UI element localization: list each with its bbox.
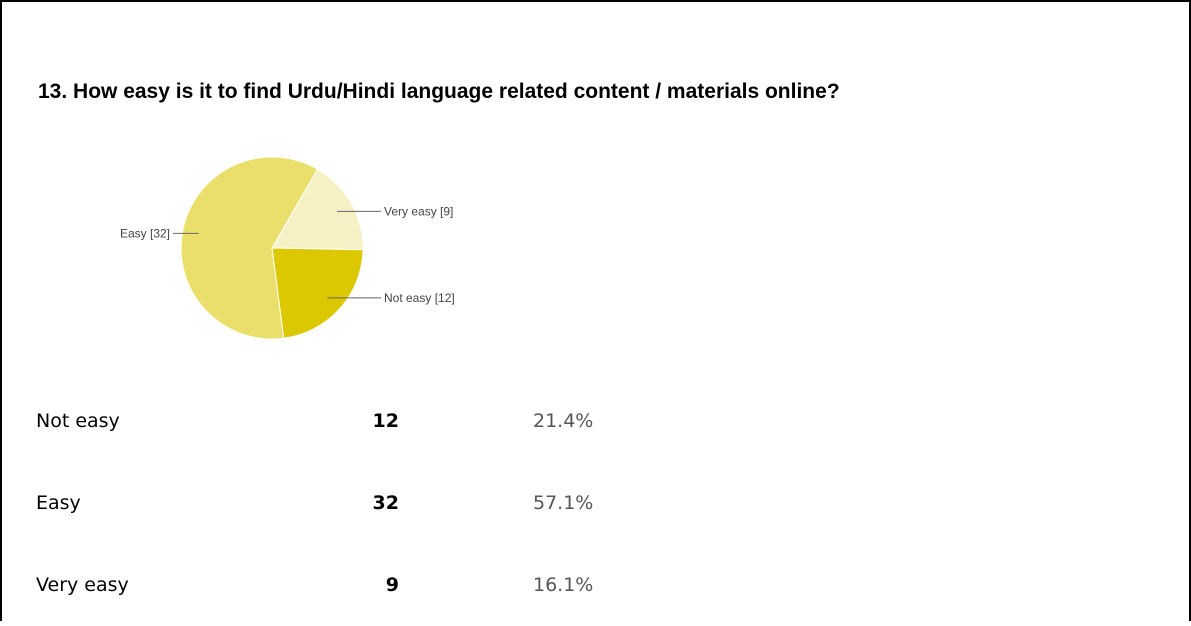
- response-percent: 57.1%: [533, 492, 594, 514]
- slice-label: Not easy [12]: [384, 291, 455, 305]
- slice-label: Very easy [9]: [384, 204, 453, 218]
- response-percent: 16.1%: [533, 574, 594, 596]
- response-percent: 21.4%: [533, 410, 594, 432]
- response-summary-table: Not easy 12 21.4% Easy 32 57.1% Very eas…: [36, 380, 593, 626]
- pie-slice-not-easy: [271, 247, 364, 339]
- pie-slice-easy: [180, 156, 319, 340]
- response-count: 9: [385, 574, 399, 596]
- summary-row: Not easy 12 21.4%: [36, 380, 593, 462]
- question-title: 13. How easy is it to find Urdu/Hindi la…: [38, 80, 840, 103]
- pie-slice-very-easy: [271, 168, 364, 251]
- option-label: Not easy: [36, 410, 120, 432]
- response-count: 32: [372, 492, 399, 514]
- option-label: Very easy: [36, 574, 129, 596]
- summary-row: Easy 32 57.1%: [36, 462, 593, 544]
- option-label: Easy: [36, 492, 81, 514]
- response-count: 12: [372, 410, 399, 432]
- pie-chart: Very easy [9] Not easy [12] Easy [32]: [120, 156, 455, 340]
- slice-label: Easy [32]: [120, 226, 170, 240]
- summary-row: Very easy 9 16.1%: [36, 544, 593, 626]
